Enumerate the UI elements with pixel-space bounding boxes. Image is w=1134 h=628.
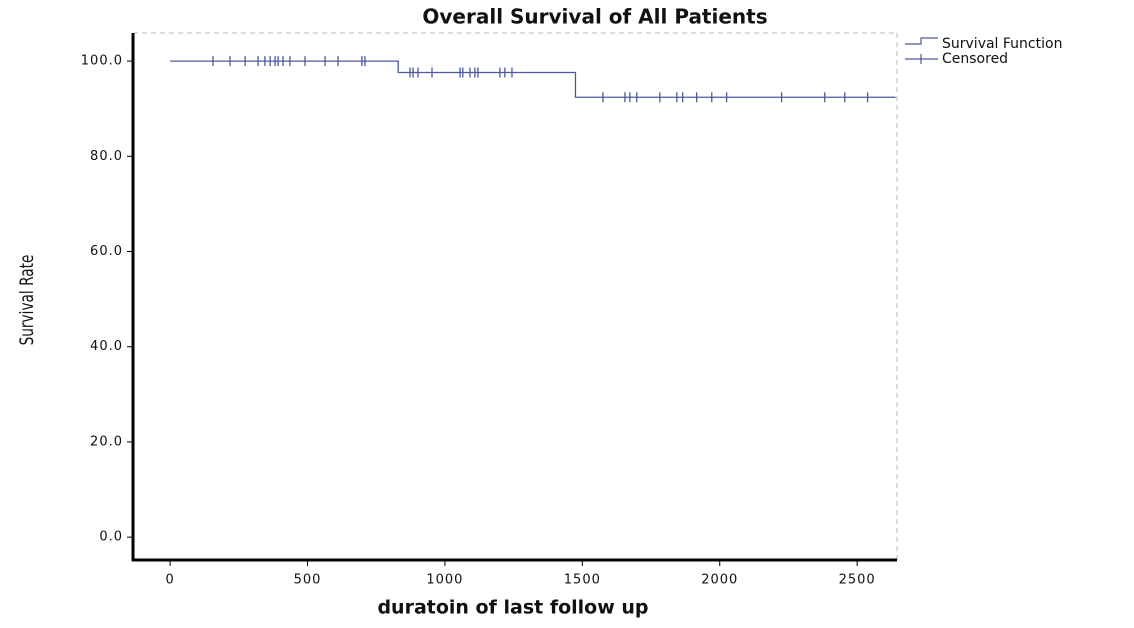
survival-line xyxy=(170,60,896,98)
x-tick-label: 0 xyxy=(165,573,174,588)
x-tick-label: 500 xyxy=(294,573,322,588)
y-tick-label: 40.0 xyxy=(90,339,123,354)
chart-title: Overall Survival of All Patients xyxy=(422,5,767,29)
y-tick-label: 60.0 xyxy=(90,244,123,259)
x-tick-label: 1500 xyxy=(564,573,601,588)
y-axis-title: Survival Rate xyxy=(16,255,38,346)
x-tick-label: 1000 xyxy=(426,573,463,588)
legend-label: Survival Function xyxy=(942,36,1062,52)
legend-label: Censored xyxy=(942,51,1008,67)
x-tick-label: 2000 xyxy=(701,573,738,588)
y-tick-label: 80.0 xyxy=(90,149,123,164)
y-tick-label: 0.0 xyxy=(99,530,123,545)
x-tick-label: 2500 xyxy=(839,573,876,588)
x-axis-title: duratoin of last follow up xyxy=(377,597,648,619)
legend-swatch xyxy=(905,37,938,45)
y-tick-label: 20.0 xyxy=(90,434,123,449)
y-tick-label: 100.0 xyxy=(81,54,123,69)
